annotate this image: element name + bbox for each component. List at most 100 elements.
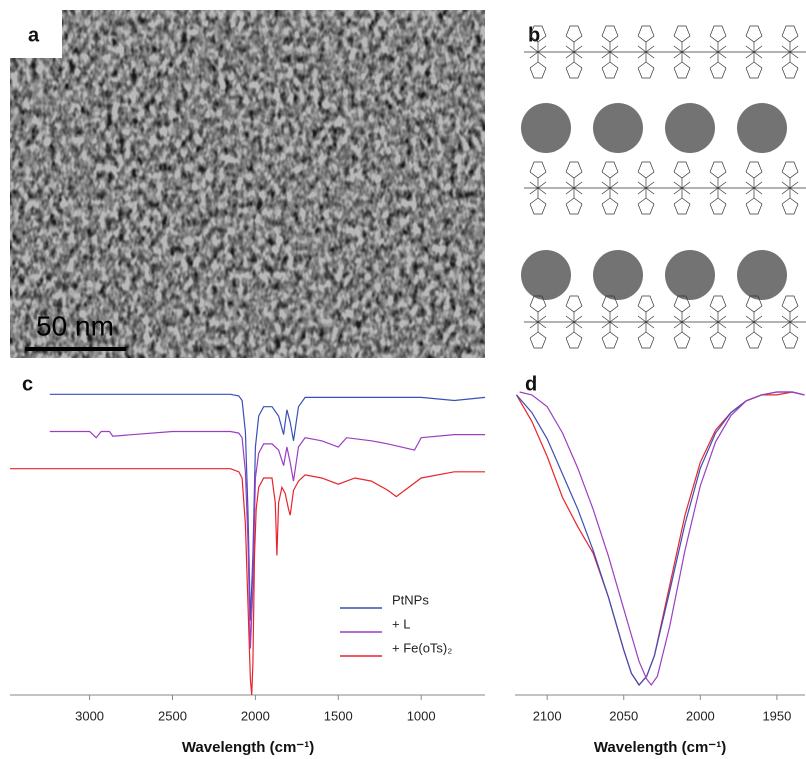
- nanoparticle: [521, 103, 571, 153]
- bond: [781, 181, 799, 195]
- ring: [601, 295, 619, 313]
- ring: [601, 25, 619, 43]
- panel-label: a: [28, 24, 40, 46]
- ring: [565, 61, 583, 79]
- ring: [709, 295, 727, 313]
- ring: [529, 161, 547, 179]
- bond: [673, 45, 691, 59]
- panel-label: b: [528, 24, 540, 46]
- ring: [601, 61, 619, 79]
- ligand-unit: [740, 295, 776, 349]
- bond: [709, 181, 727, 195]
- bond: [745, 181, 763, 195]
- x-tick-label: 1950: [762, 708, 791, 723]
- ring: [529, 295, 547, 313]
- ring: [745, 197, 763, 215]
- tem-texture: [10, 10, 485, 358]
- scale-bar-label: 50 nm: [36, 310, 114, 341]
- legend-label: PtNPs: [392, 592, 429, 607]
- ring: [565, 331, 583, 349]
- ligand-unit: [668, 295, 704, 349]
- bond: [565, 315, 583, 329]
- ring: [781, 331, 799, 349]
- ligand-unit: [776, 25, 806, 79]
- ring: [673, 161, 691, 179]
- scale-bar: [25, 347, 126, 351]
- ligand-unit: [776, 295, 806, 349]
- ring: [745, 331, 763, 349]
- nanoparticle: [593, 250, 643, 300]
- panel-b: b: [521, 24, 806, 349]
- ring: [673, 61, 691, 79]
- bond: [637, 45, 655, 59]
- spectrum-line: [515, 391, 805, 686]
- bond: [565, 181, 583, 195]
- ring: [637, 161, 655, 179]
- spectrum-line: [49, 430, 485, 649]
- nanoparticle: [665, 103, 715, 153]
- ligand-unit: [596, 295, 632, 349]
- x-tick-label: 2000: [241, 708, 270, 723]
- bond: [745, 45, 763, 59]
- ring: [709, 197, 727, 215]
- ligand-unit: [704, 295, 740, 349]
- ligand-unit: [740, 25, 776, 79]
- ring: [565, 197, 583, 215]
- ligand-unit: [740, 161, 776, 215]
- x-tick-label: 2050: [609, 708, 638, 723]
- spectrum-line: [49, 393, 486, 621]
- bond: [637, 181, 655, 195]
- ring: [781, 197, 799, 215]
- ligand-unit: [596, 25, 632, 79]
- ligand-unit: [668, 25, 704, 79]
- ring: [709, 25, 727, 43]
- ring: [637, 25, 655, 43]
- ligand-unit: [632, 295, 668, 349]
- ligand-unit: [524, 25, 560, 79]
- ligand-unit: [632, 161, 668, 215]
- bond: [529, 181, 547, 195]
- ligand-unit: [524, 295, 560, 349]
- ring: [637, 61, 655, 79]
- ring: [637, 295, 655, 313]
- ring: [673, 25, 691, 43]
- ring: [529, 331, 547, 349]
- panel-a: a 50 nm: [10, 10, 485, 358]
- ring: [709, 161, 727, 179]
- ligand-unit: [704, 161, 740, 215]
- ring: [781, 25, 799, 43]
- ring: [745, 295, 763, 313]
- ligand-unit: [704, 25, 740, 79]
- ring: [709, 61, 727, 79]
- ring: [637, 197, 655, 215]
- label-box: [10, 10, 62, 58]
- bond: [673, 181, 691, 195]
- ring: [637, 331, 655, 349]
- ligand-unit: [632, 25, 668, 79]
- spectrum-line: [519, 391, 805, 687]
- spectrum-line: [10, 468, 485, 696]
- x-tick-label: 1000: [407, 708, 436, 723]
- legend-label: + Fe(oTs)₂: [392, 640, 452, 655]
- bond: [529, 315, 547, 329]
- ligand-unit: [560, 295, 596, 349]
- ring: [745, 61, 763, 79]
- bond: [601, 45, 619, 59]
- ring: [673, 331, 691, 349]
- bond: [745, 315, 763, 329]
- bond: [709, 315, 727, 329]
- bond: [565, 45, 583, 59]
- ring: [781, 61, 799, 79]
- ring: [673, 295, 691, 313]
- panel-label: d: [525, 373, 537, 395]
- nanoparticle: [737, 250, 787, 300]
- bond: [529, 45, 547, 59]
- bond: [709, 45, 727, 59]
- nanoparticle: [521, 250, 571, 300]
- bond: [601, 315, 619, 329]
- ligand-unit: [776, 161, 806, 215]
- spectrum-line: [516, 391, 805, 686]
- bond: [781, 315, 799, 329]
- ring: [745, 161, 763, 179]
